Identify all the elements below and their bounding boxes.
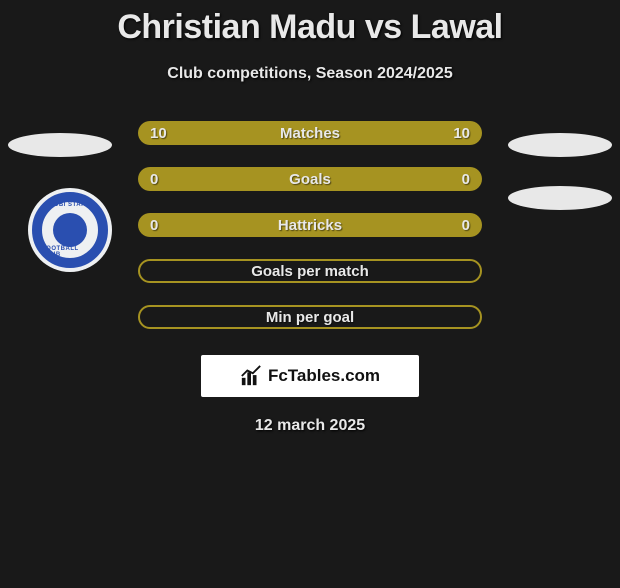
stat-row-matches: 10 Matches 10 <box>138 121 482 145</box>
stat-label: Goals per match <box>251 263 369 280</box>
page-title: Christian Madu vs Lawal <box>0 8 620 47</box>
player-right-placeholder-1 <box>508 133 612 157</box>
stat-right-value: 10 <box>453 125 470 142</box>
stat-row-hattricks: 0 Hattricks 0 <box>138 213 482 237</box>
stat-left-value: 0 <box>150 171 158 188</box>
page-subtitle: Club competitions, Season 2024/2025 <box>0 65 620 83</box>
stat-label: Min per goal <box>266 309 354 326</box>
stat-right-value: 0 <box>462 171 470 188</box>
stat-row-goals-per-match: Goals per match <box>138 259 482 283</box>
footer-brand[interactable]: FcTables.com <box>201 355 419 397</box>
stats-container: 10 Matches 10 0 Goals 0 0 Hattricks 0 Go… <box>138 121 482 329</box>
stat-left-value: 10 <box>150 125 167 142</box>
player-left-placeholder <box>8 133 112 157</box>
player-right-placeholder-2 <box>508 186 612 210</box>
stat-row-goals: 0 Goals 0 <box>138 167 482 191</box>
club-logo-text-top: LOBI STARS <box>50 202 91 208</box>
stat-label: Goals <box>138 171 482 188</box>
bars-icon <box>240 365 262 387</box>
stat-right-value: 0 <box>462 217 470 234</box>
stat-left-value: 0 <box>150 217 158 234</box>
footer-brand-text: FcTables.com <box>268 366 380 386</box>
date-text: 12 march 2025 <box>0 417 620 435</box>
stat-label: Matches <box>138 125 482 142</box>
club-logo-text-bottom: FOOTBALL CLUB <box>42 246 98 258</box>
stat-row-min-per-goal: Min per goal <box>138 305 482 329</box>
club-logo: LOBI STARS FOOTBALL CLUB <box>28 188 112 272</box>
stat-label: Hattricks <box>138 217 482 234</box>
